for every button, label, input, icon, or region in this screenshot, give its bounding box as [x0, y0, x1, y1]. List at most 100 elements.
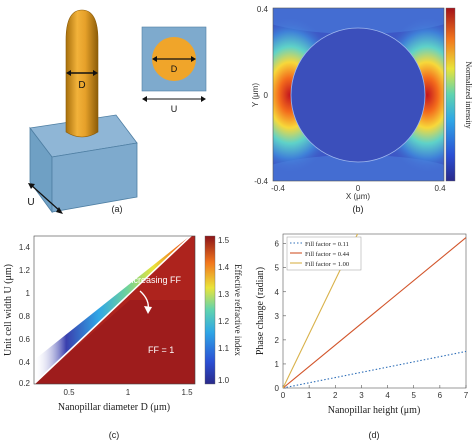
caption-a: (a): [112, 204, 123, 214]
c-xtick-1: 0.5: [63, 388, 75, 397]
c-cbtick-2: 1.4: [218, 263, 230, 272]
c-ytick-1: 1.4: [19, 243, 31, 252]
d-xtick-label: 5: [411, 391, 416, 400]
c-cbtick-4: 1.2: [218, 317, 230, 326]
index-map: [34, 236, 195, 384]
index-map-background: [34, 236, 195, 384]
c-xlabel: Nanopillar diameter D (μm): [58, 402, 170, 413]
arrowhead-right: [93, 70, 98, 76]
c-cbtick-3: 1.3: [218, 290, 230, 299]
hotspot-left: [273, 17, 340, 173]
d-axes: 0 1 2 3 4 5 6 7 0 1 2 3 4 5 6: [275, 240, 469, 400]
cell-width-label: U: [27, 197, 34, 208]
soft-band-bottom: [273, 155, 444, 181]
caption-c: (c): [109, 430, 120, 440]
top-view-arrowhead-l: [152, 56, 157, 62]
d-xtick-label: 6: [438, 391, 443, 400]
index-dark-region: [34, 236, 195, 384]
d-legend-label: Fill factor = 1.00: [305, 261, 349, 268]
c-ytick-4: 0.8: [19, 312, 31, 321]
b-colorbar: [445, 7, 456, 182]
d-ytick-label: 5: [275, 264, 280, 273]
ff-equals-one-label: FF = 1: [148, 345, 174, 355]
top-view-u-head-l: [142, 96, 147, 102]
increasing-ff-arrowhead: [144, 306, 152, 314]
c-cbtick-5: 1.1: [218, 344, 230, 353]
b-ylabel: Y (μm): [251, 83, 260, 107]
b-xtick-mid: 0: [356, 184, 361, 193]
d-legend-box: [286, 236, 362, 271]
d-ytick-label: 4: [275, 288, 280, 297]
c-xtick-3: 1.5: [181, 388, 193, 397]
c-colorbar: [204, 235, 216, 385]
c-colorbar-label: Effective refractive index: [233, 264, 243, 356]
caption-d: (d): [369, 430, 380, 440]
c-ylabel: Unit cell width U (μm): [3, 264, 14, 356]
b-ytick-mid: 0: [264, 91, 269, 100]
arrowhead-u2: [56, 207, 63, 214]
d-ytick-label: 3: [275, 312, 280, 321]
b-xtick-left: -0.4: [271, 184, 285, 193]
c-cbtick-1: 1.5: [218, 236, 230, 245]
d-series-lines: [282, 233, 467, 389]
d-legend-label: Fill factor = 0.44: [305, 251, 350, 258]
unit-cell-3d: D U: [27, 9, 138, 214]
top-view-cell: [141, 26, 207, 92]
nanopillar: [65, 9, 99, 138]
d-ytick-label: 1: [275, 360, 280, 369]
arrowhead-left: [66, 70, 71, 76]
pillar-cross-section: [290, 27, 426, 163]
soft-band-top: [273, 8, 444, 34]
d-ytick-label: 2: [275, 336, 280, 345]
d-legend-label: Fill factor = 0.11: [305, 241, 349, 248]
top-view-pillar: [152, 37, 196, 81]
c-ytick-7: 0.2: [19, 379, 31, 388]
top-view-u-head-r: [201, 96, 206, 102]
top-view-arrowhead-r: [191, 56, 196, 62]
pillar-diameter-label: D: [78, 80, 85, 91]
d-series-line-2: [282, 237, 467, 389]
b-ytick-top: 0.4: [257, 5, 269, 14]
c-ytick-6: 0.4: [19, 358, 31, 367]
hotspot-right: [377, 17, 444, 173]
block-front: [29, 126, 53, 214]
c-xtick-2: 1: [126, 388, 131, 397]
d-xtick-label: 1: [307, 391, 312, 400]
block-top: [29, 114, 138, 158]
d-xlabel: Nanopillar height (μm): [328, 405, 421, 416]
intensity-frame: [272, 7, 445, 182]
d-plot-frame: [282, 233, 467, 389]
d-legend: Fill factor = 0.11 Fill factor = 0.44 Fill…: [286, 236, 362, 271]
ff-boundary-line: [33, 231, 196, 385]
block-side: [51, 142, 138, 213]
top-view-d-label: D: [171, 64, 178, 74]
caption-b: (b): [353, 204, 364, 214]
b-xlabel: X (μm): [346, 192, 370, 201]
arrowhead-u1: [28, 183, 35, 189]
c-ytick-5: 0.6: [19, 335, 31, 344]
c-cbtick-6: 1.0: [218, 376, 230, 385]
index-wedge-overlay: [34, 236, 195, 384]
cell-width-arrow: [30, 184, 61, 212]
d-xtick-label: 0: [281, 391, 286, 400]
unit-cell-top-view: D U: [141, 26, 207, 114]
d-series-line-1: [282, 350, 467, 389]
d-series-line-3: [282, 233, 359, 389]
top-view-u-label: U: [171, 104, 178, 114]
index-map-frame: [33, 235, 196, 385]
d-ylabel: Phase change (radian): [255, 267, 266, 355]
index-gradient-wedge: [34, 236, 195, 384]
intensity-map: [273, 8, 444, 181]
d-xtick-label: 3: [359, 391, 364, 400]
intensity-background: [273, 8, 444, 181]
increasing-ff-arrow: [139, 290, 150, 311]
d-ytick-label: 0: [275, 384, 280, 393]
b-colorbar-label: Normalized intensity: [464, 61, 473, 128]
c-ytick-3: 1: [26, 289, 31, 298]
b-ytick-bottom: -0.4: [254, 177, 268, 186]
d-xtick-label: 4: [385, 391, 390, 400]
